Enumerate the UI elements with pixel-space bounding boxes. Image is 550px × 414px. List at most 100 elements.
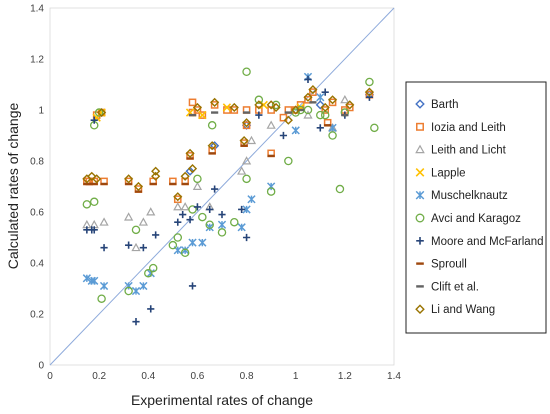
data-point-li-and-wang — [185, 148, 195, 158]
data-point-avci-and-karagoz — [242, 174, 251, 184]
legend-marker-lapple — [415, 168, 425, 177]
data-point-li-and-wang — [124, 174, 134, 184]
legend-marker-barth — [415, 99, 425, 109]
data-point-li-and-wang — [271, 102, 281, 113]
data-point-moore-and-mcfarland — [304, 75, 312, 83]
data-point-li-and-wang — [133, 181, 144, 192]
data-point-barth — [185, 166, 195, 176]
x-tick-label: 0.6 — [190, 371, 204, 382]
data-point-avci-and-karagoz — [242, 67, 251, 77]
data-point-lapple — [198, 110, 207, 120]
x-tick-labels: 0 0.2 0.4 0.6 0.8 1 1.2 1.4 — [47, 371, 401, 382]
data-point-avci-and-karagoz — [271, 100, 281, 110]
x-tick-label: 1 — [293, 371, 299, 382]
reference-line — [49, 7, 395, 366]
data-point-muschelknautz — [247, 195, 256, 204]
data-point-li-and-wang — [97, 107, 107, 118]
data-point-moore-and-mcfarland — [132, 318, 140, 326]
data-point-leith-and-licht — [340, 94, 350, 104]
data-point-li-and-wang — [87, 171, 97, 181]
legend: Barth Iozia and Leith Leith and Licht Lappl… — [415, 99, 544, 316]
data-point-avci-and-karagoz — [207, 121, 217, 130]
legend-label: Moore and McFarland — [431, 236, 544, 248]
legend-label: Lapple — [431, 167, 466, 179]
y-tick-label: 0.4 — [30, 259, 44, 270]
data-point-avci-and-karagoz — [89, 197, 99, 207]
data-point-muschelknautz — [217, 220, 227, 229]
data-point-avci-and-karagoz — [148, 263, 158, 273]
data-point-moore-and-mcfarland — [218, 210, 226, 219]
data-point-li-and-wang — [239, 136, 249, 146]
data-point-avci-and-karagoz — [180, 248, 190, 258]
data-point-li-and-wang — [192, 102, 203, 113]
data-point-moore-and-mcfarland — [193, 203, 202, 211]
x-tick-label: 0 — [47, 371, 53, 382]
data-point-li-and-wang — [320, 102, 330, 113]
x-tick-label: 1.4 — [387, 371, 401, 382]
data-point-moore-and-mcfarland — [211, 185, 219, 193]
data-point-moore-and-mcfarland — [321, 88, 329, 96]
data-point-leith-and-licht — [138, 217, 148, 226]
data-point-muschelknautz — [82, 274, 91, 283]
series-clift-et-al — [188, 101, 349, 117]
legend-marker-li-and-wang — [415, 304, 425, 314]
y-tick-label: 0.6 — [30, 208, 44, 219]
data-point-avci-and-karagoz — [131, 225, 141, 235]
y-tick-label: 0 — [38, 361, 44, 372]
data-point-avci-and-karagoz — [266, 187, 276, 196]
data-point-muschelknautz — [90, 276, 99, 285]
data-point-li-and-wang — [303, 92, 313, 102]
data-point-leith-and-licht — [266, 120, 276, 129]
data-point-leith-and-licht — [99, 217, 109, 226]
data-point-avci-and-karagoz — [328, 131, 337, 140]
data-point-muschelknautz — [198, 238, 207, 247]
series-li-and-wang — [82, 85, 375, 202]
series-moore-and-mcfarland — [83, 75, 374, 326]
legend-marker-moore-and-mcfarland — [416, 237, 424, 245]
data-marks — [82, 67, 379, 326]
data-point-avci-and-karagoz — [97, 294, 106, 303]
data-point-moore-and-mcfarland — [139, 244, 147, 252]
y-tick-label: 0.8 — [30, 157, 44, 168]
data-point-muschelknautz — [291, 126, 300, 135]
y-tick-label: 1.2 — [30, 55, 44, 66]
data-point-iozia-and-leith — [345, 103, 354, 112]
series-avci-and-karagoz — [82, 67, 379, 303]
data-point-moore-and-mcfarland — [125, 241, 133, 249]
data-point-moore-and-mcfarland — [188, 282, 197, 290]
data-point-li-and-wang — [229, 102, 239, 113]
data-point-muschelknautz — [181, 246, 190, 255]
y-tick-label: 0.2 — [30, 310, 44, 321]
x-tick-label: 0.4 — [141, 371, 155, 382]
data-point-avci-and-karagoz — [254, 95, 264, 105]
data-point-avci-and-karagoz — [217, 228, 227, 237]
data-point-li-and-wang — [327, 95, 338, 105]
data-point-avci-and-karagoz — [335, 184, 345, 194]
data-point-muschelknautz — [242, 205, 251, 214]
data-point-li-and-wang — [308, 85, 318, 95]
data-point-avci-and-karagoz — [82, 200, 92, 209]
y-axis-title: Calculated rates of change — [5, 103, 21, 270]
data-point-avci-and-karagoz — [193, 174, 202, 184]
legend-item-iozia-and-leith: Iozia and Leith — [416, 122, 506, 134]
data-point-moore-and-mcfarland — [152, 231, 160, 239]
data-point-leith-and-licht — [192, 181, 203, 190]
data-point-iozia-and-leith — [193, 106, 202, 114]
data-point-li-and-wang — [173, 192, 183, 202]
data-point-leith-and-licht — [173, 202, 183, 211]
legend-label: Sproull — [431, 259, 467, 271]
legend-label: Leith and Licht — [431, 145, 507, 157]
x-tick-label: 1.2 — [338, 371, 352, 382]
data-point-li-and-wang — [180, 171, 190, 181]
legend-label: Li and Wang — [431, 304, 495, 316]
legend-box — [405, 81, 547, 334]
x-tick-label: 0.8 — [240, 371, 254, 382]
data-point-li-and-wang — [283, 115, 293, 125]
data-point-moore-and-mcfarland — [186, 216, 194, 224]
legend-label: Avci and Karagoz — [431, 213, 521, 225]
data-point-iozia-and-leith — [230, 106, 239, 114]
data-point-avci-and-karagoz — [303, 105, 313, 115]
data-point-muschelknautz — [237, 223, 246, 232]
legend-item-muschelknautz: Muschelknautz — [415, 190, 508, 202]
